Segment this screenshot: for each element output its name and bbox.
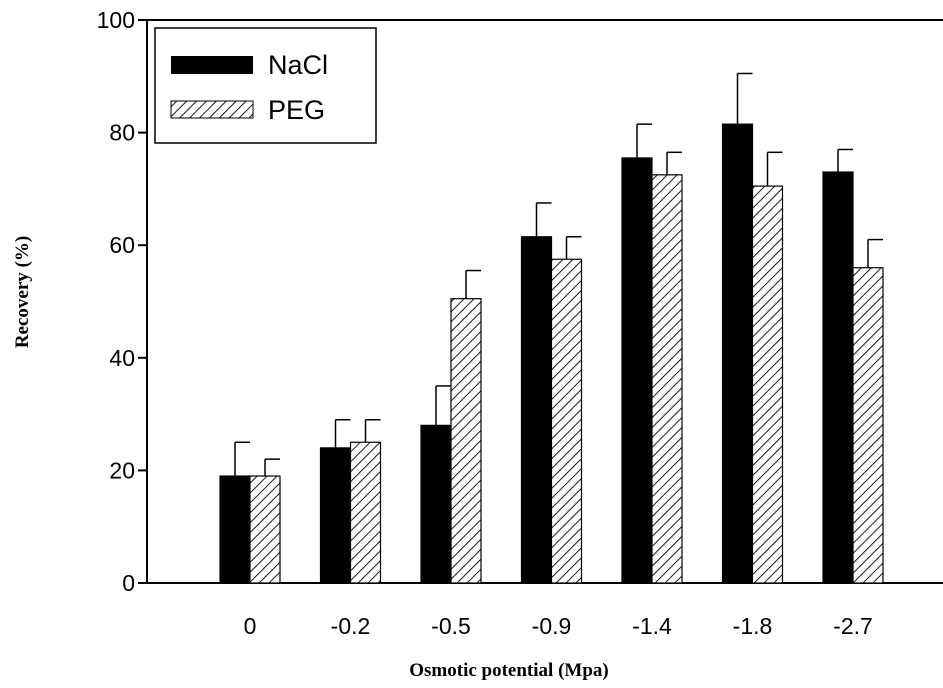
bar-peg--0.5 xyxy=(450,298,482,584)
bar-nacl-0 xyxy=(219,475,251,584)
y-tick-label: 80 xyxy=(109,120,135,146)
bar-peg--0.9 xyxy=(550,258,583,584)
legend-label-peg: PEG xyxy=(268,95,325,125)
x-tick-label: 0 xyxy=(244,613,257,639)
x-tick-label: -0.9 xyxy=(532,613,572,639)
error-bars-group xyxy=(234,72,883,477)
x-axis-title: Osmotic potential (Mpa) xyxy=(409,660,608,681)
y-tick-label: 100 xyxy=(97,7,135,33)
bar-nacl--1.8 xyxy=(721,123,754,584)
legend-swatch-peg xyxy=(170,100,254,119)
y-axis-ticks: 0 20 40 60 80 100 xyxy=(97,7,147,596)
x-tick-label: -2.7 xyxy=(833,613,873,639)
bar-nacl--0.2 xyxy=(319,447,352,584)
y-tick-label: 20 xyxy=(109,457,135,483)
x-tick-label: -1.8 xyxy=(733,613,773,639)
bar-peg--0.2 xyxy=(349,441,382,584)
x-tick-label: -0.2 xyxy=(331,613,371,639)
bar-peg--1.8 xyxy=(751,185,784,584)
legend-box xyxy=(154,27,377,144)
bar-peg--1.4 xyxy=(651,174,683,584)
y-axis-title: Recovery (%) xyxy=(12,236,33,348)
legend: NaCl PEG xyxy=(154,27,377,144)
bars-group xyxy=(219,123,884,584)
legend-label-nacl: NaCl xyxy=(268,50,328,80)
x-tick-label: -1.4 xyxy=(632,613,672,639)
x-axis-tick-labels: 0 -0.2 -0.5 -0.9 -1.4 -1.8 -2.7 xyxy=(244,613,873,639)
bar-nacl--0.9 xyxy=(520,236,553,584)
bar-nacl--1.4 xyxy=(621,157,653,584)
bar-nacl--2.7 xyxy=(822,171,854,584)
bar-peg-0 xyxy=(249,475,281,584)
bar-nacl--0.5 xyxy=(420,424,452,584)
y-tick-label: 40 xyxy=(109,345,135,371)
y-tick-label: 60 xyxy=(109,232,135,258)
bar-peg--2.7 xyxy=(852,267,884,584)
y-tick-label: 0 xyxy=(122,570,135,596)
x-tick-label: -0.5 xyxy=(431,613,471,639)
legend-swatch-nacl xyxy=(171,56,253,74)
